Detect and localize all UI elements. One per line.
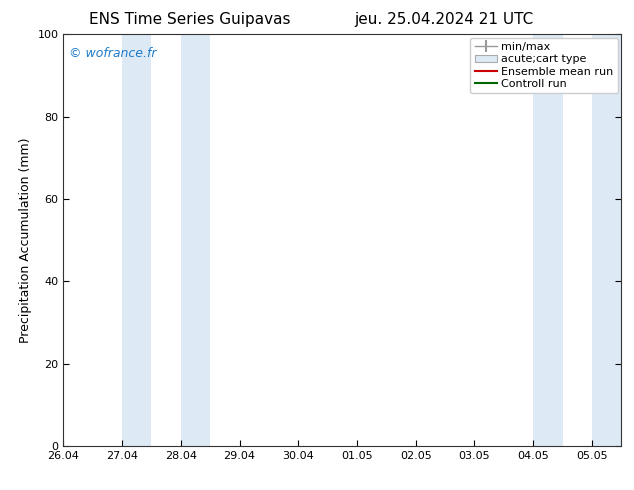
- Bar: [533, 34, 562, 446]
- Text: © wofrance.fr: © wofrance.fr: [69, 47, 157, 60]
- Text: jeu. 25.04.2024 21 UTC: jeu. 25.04.2024 21 UTC: [354, 12, 533, 27]
- Bar: [181, 34, 210, 446]
- Bar: [592, 34, 621, 446]
- Text: ENS Time Series Guipavas: ENS Time Series Guipavas: [89, 12, 291, 27]
- Y-axis label: Precipitation Accumulation (mm): Precipitation Accumulation (mm): [19, 137, 32, 343]
- Legend: min/max, acute;cart type, Ensemble mean run, Controll run: min/max, acute;cart type, Ensemble mean …: [470, 38, 618, 93]
- Bar: [122, 34, 152, 446]
